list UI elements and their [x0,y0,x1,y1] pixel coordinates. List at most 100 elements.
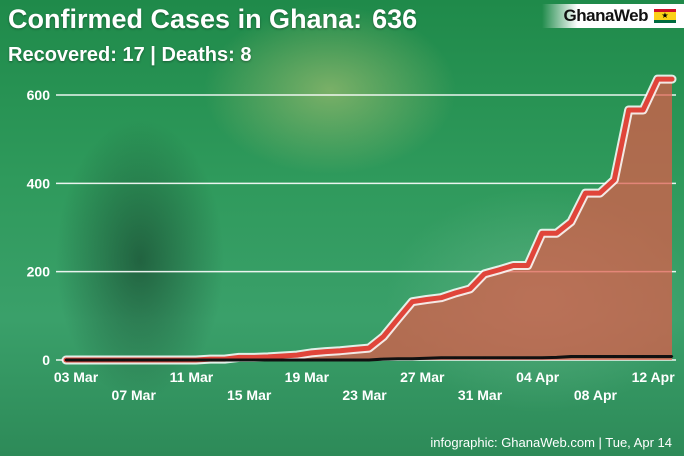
deaths-point [598,355,602,358]
deaths-point [108,358,111,362]
y-tick-label: 0 [42,352,50,368]
x-tick-label: 27 Mar [400,369,445,385]
x-tick-label: 15 Mar [227,387,272,403]
cases-point [583,191,588,195]
deaths-point [165,358,169,362]
deaths-point [411,357,414,360]
confirmed-count: 636 [372,4,418,34]
deaths-point [584,355,587,358]
cases-point [410,300,414,304]
x-tick-label: 04 Apr [516,369,560,385]
cases-point [324,350,328,354]
footer-credit: infographic: GhanaWeb.com | Tue, Apr 14 [430,435,672,450]
y-tick-label: 200 [27,264,51,280]
deaths-point [656,355,659,358]
deaths-point [237,358,241,362]
deaths-point [151,358,154,362]
x-tick-label: 19 Mar [285,369,330,385]
deaths-point [64,358,68,362]
x-tick-label: 12 Apr [632,369,676,385]
cases-point [511,263,515,268]
deaths-point [454,356,457,359]
cases-point [338,349,342,353]
cases-point [367,346,371,350]
cases-point [309,351,313,355]
cases-point [482,272,487,276]
cases-point [569,220,573,224]
cases-point [554,231,559,235]
brand-name: GhanaWeb [563,6,649,25]
recovered-deaths-line: Recovered: 17 | Deaths: 8 [8,44,252,66]
x-tick-label: 08 Apr [574,387,618,403]
deaths-point [627,355,630,358]
cases-point [266,355,270,359]
deaths-point [194,358,198,362]
deaths-point [526,356,529,359]
cases-point [641,108,645,112]
cases-area [66,79,672,360]
deaths-point [468,356,472,359]
cases-point [540,231,544,235]
cases-point [425,297,429,302]
cases-point [453,291,458,295]
deaths-point [338,358,342,362]
deaths-point [396,357,400,360]
deaths-point [180,358,183,362]
ghana-flag-icon: ★ [654,9,676,23]
cases-point [381,334,386,339]
deaths-point [670,355,674,358]
cases-point [251,355,256,359]
deaths-point [555,356,558,359]
deaths-point [540,356,544,359]
deaths-point [324,358,327,362]
x-tick-label: 23 Mar [342,387,387,403]
deaths-point [569,355,573,358]
deaths-point [641,355,645,358]
deaths-point [122,358,125,362]
title-text: Confirmed Cases in Ghana: [8,4,363,34]
deaths-point [79,358,82,362]
deaths-point [136,358,140,362]
deaths-point [252,358,255,362]
cases-point [468,287,472,291]
deaths-point [295,358,299,362]
deaths-point [281,358,284,362]
cases-point [655,77,660,81]
deaths-point [483,356,486,359]
deaths-point [367,358,371,362]
cases-point [612,178,616,182]
cases-point [497,268,501,272]
deaths-point [613,355,616,358]
x-tick-label: 11 Mar [170,369,214,385]
cases-point [598,191,602,195]
x-tick-label: 03 Mar [54,369,99,385]
deaths-point [209,358,212,362]
x-tick-label: 07 Mar [112,387,157,403]
deaths-point [310,358,313,362]
cases-point [295,353,299,357]
deaths-point [382,357,385,361]
deaths-point [353,358,356,362]
deaths-point [266,358,270,362]
deaths-point [425,357,428,360]
deaths-point [439,356,443,359]
cases-point [627,108,631,112]
page-title: Confirmed Cases in Ghana: 636 [8,4,417,35]
x-tick-label: 31 Mar [458,387,503,403]
cases-point [526,263,530,268]
deaths-point [223,358,226,362]
cases-point [439,296,443,300]
cases-point [670,77,674,81]
deaths-point [497,356,501,359]
cases-point [237,355,241,359]
y-tick-label: 600 [27,87,51,103]
deaths-point [512,356,515,359]
y-tick-label: 400 [27,175,51,191]
ghanaweb-logo: GhanaWeb ★ [541,4,684,28]
cases-point [396,317,400,321]
deaths-point [93,358,97,362]
cases-point [280,354,285,358]
cases-point [352,347,357,351]
